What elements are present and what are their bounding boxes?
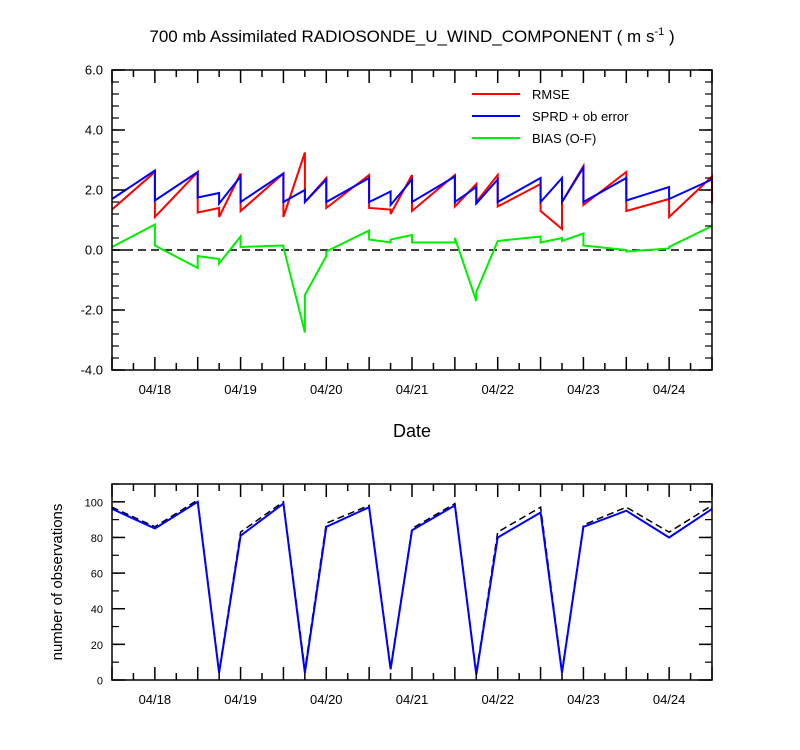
x-tick-label: 04/20 — [310, 382, 343, 397]
legend-label: SPRD + ob error — [532, 109, 629, 124]
top-panel: 04/18 04/19 04/20 04/21 04/22 04/23 04/24 -4.0 -… — [81, 26, 713, 441]
y-tick-label: 80 — [91, 533, 103, 545]
series-line-dashed — [111, 498, 713, 674]
y-tick-label: -4.0 — [81, 363, 103, 378]
x-tick-label: 04/24 — [653, 692, 686, 707]
bottom-panel: 04/18 04/19 04/20 04/21 04/22 04/23 04/24 0 20 40… — [49, 483, 713, 707]
x-tick-label: 04/18 — [139, 692, 172, 707]
chart-title-suffix: ) — [664, 27, 674, 46]
x-tick-label: 04/24 — [653, 382, 686, 397]
x-tick-label: 04/19 — [224, 692, 257, 707]
x-tick-label: 04/22 — [481, 382, 514, 397]
x-tick-label: 04/23 — [567, 692, 600, 707]
x-tick-label: 04/23 — [567, 382, 600, 397]
x-tick-label: 04/18 — [139, 382, 172, 397]
x-tick-label: 04/19 — [224, 382, 257, 397]
y-tick-label: 0.0 — [85, 243, 103, 258]
y-tick-label: 2.0 — [85, 183, 103, 198]
series-line-sprd-ob-error — [111, 163, 713, 208]
x-axis-label: Date — [393, 421, 431, 441]
y-axis-label: number of observations — [49, 504, 66, 661]
y-tick-label: 0 — [97, 676, 103, 688]
series-line-solid — [111, 500, 713, 675]
y-tick-label: 100 — [85, 497, 103, 509]
chart-title: 700 mb Assimilated RADIOSONDE_U_WIND_COM… — [149, 26, 674, 46]
x-tick-label: 04/20 — [310, 692, 343, 707]
plot-frame — [111, 483, 713, 681]
x-tick-label: 04/21 — [396, 382, 429, 397]
y-tick-label: -2.0 — [81, 303, 103, 318]
y-tick-label: 4.0 — [85, 123, 103, 138]
chart-title-main: 700 mb Assimilated RADIOSONDE_U_WIND_COM… — [149, 27, 654, 46]
y-tick-label: 6.0 — [85, 63, 103, 78]
x-tick-label: 04/22 — [481, 692, 514, 707]
y-tick-label: 40 — [91, 604, 103, 616]
legend-label: BIAS (O-F) — [532, 131, 596, 146]
legend-label: RMSE — [532, 87, 570, 102]
y-tick-label: 60 — [91, 569, 103, 581]
chart-title-superscript: -1 — [654, 26, 664, 38]
y-tick-label: 20 — [91, 640, 103, 652]
x-tick-label: 04/21 — [396, 692, 429, 707]
series-line-bias-o-f — [111, 222, 713, 333]
